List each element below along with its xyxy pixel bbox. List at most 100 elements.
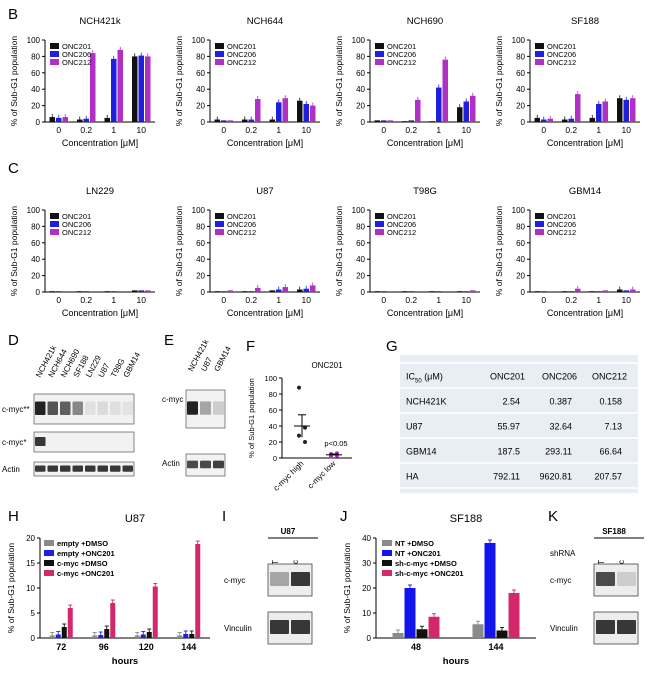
bar-onc212 — [602, 101, 608, 122]
data-point — [303, 425, 307, 430]
y-tick-label: 100 — [512, 36, 526, 45]
y-tick-label: 60 — [196, 239, 205, 248]
bar-onc201 — [49, 291, 55, 292]
blot-band — [596, 572, 615, 586]
y-tick-label: 0 — [273, 454, 277, 463]
y-axis-label: % of Sub-G1 population — [334, 206, 344, 297]
significance-annotation: p<0.05 — [324, 439, 347, 448]
panel-letter-e: E — [164, 332, 175, 349]
blot-band — [187, 460, 198, 469]
bar-series-3 — [104, 629, 110, 638]
legend-label: ONC206 — [62, 220, 91, 229]
y-tick-label: 40 — [269, 422, 277, 431]
blot-band — [213, 460, 224, 469]
x-axis-label: Concentration [μM] — [387, 308, 463, 318]
legend-swatch — [375, 221, 384, 227]
legend-label: c-myc +DMSO — [57, 559, 108, 568]
bar-onc206 — [221, 120, 227, 122]
bar-onc206 — [248, 119, 254, 122]
y-tick-label: 0 — [521, 288, 526, 297]
table-row-label: NCH421K — [406, 396, 447, 406]
ic50-table: IC50 (μM) ONC201 ONC206 ONC212 NCH421K 2.54 0.… — [400, 355, 638, 493]
y-tick-label: 40 — [31, 255, 40, 264]
legend-swatch — [50, 43, 59, 49]
y-tick-label: 15 — [26, 559, 35, 568]
bar-onc212 — [227, 120, 233, 122]
blot-band — [200, 401, 211, 415]
panel-letter-k: K — [548, 508, 559, 525]
legend-swatch — [375, 213, 384, 219]
legend-label: ONC212 — [547, 58, 576, 67]
y-axis-label: % of Sub-G1 population — [174, 206, 184, 297]
blot-row-label: c-myc — [224, 576, 245, 585]
bar-onc206 — [596, 291, 602, 292]
blot-band — [187, 401, 198, 415]
bar-onc212 — [602, 290, 608, 292]
western-blot-d: NCH421kNCH644NCH690SF188LN229U87T98GGBM1… — [2, 343, 143, 477]
table-cell: 187.5 — [497, 446, 520, 456]
bar-onc201 — [297, 100, 303, 122]
bar-onc212 — [442, 59, 448, 122]
y-tick-label: 60 — [196, 69, 205, 78]
blot-title: U87 — [281, 527, 296, 536]
y-axis-label: % of Sub-G1 population — [174, 36, 184, 127]
bar-onc201 — [269, 290, 275, 292]
bar-onc206 — [248, 291, 254, 292]
bar-onc201 — [457, 107, 463, 122]
blot-band — [213, 401, 224, 415]
y-tick-label: 40 — [31, 85, 40, 94]
y-tick-label: 20 — [356, 102, 365, 111]
blot-row-label: Actin — [2, 465, 20, 474]
y-tick-label: 80 — [31, 222, 40, 231]
bar-chart-h-u87: U87 0 5 10 15 20 % of Sub-G1 population 72 96 120… — [6, 513, 210, 667]
legend-label: ONC212 — [387, 58, 416, 67]
y-axis-label: % of Sub-G1 population — [494, 36, 504, 127]
bar-onc206 — [381, 291, 387, 292]
blot-band — [122, 465, 133, 472]
bar-onc206 — [408, 120, 414, 122]
bar-onc201 — [457, 291, 463, 292]
bar-onc212 — [145, 56, 151, 122]
x-tick-label: 0 — [381, 125, 386, 135]
legend-label: ONC206 — [547, 220, 576, 229]
x-tick-label: 10 — [622, 295, 632, 305]
bar-onc206 — [541, 119, 547, 122]
table-cell: 2.54 — [502, 396, 520, 406]
table-cell: 7.13 — [604, 421, 622, 431]
y-tick-label: 40 — [196, 85, 205, 94]
legend-swatch — [535, 51, 544, 57]
table-header-cell: ONC201 — [490, 371, 525, 381]
table-cell: 32.64 — [549, 421, 572, 431]
bar-onc206 — [276, 102, 282, 122]
y-axis-label: % of Sub-G1 population — [494, 206, 504, 297]
legend-swatch — [215, 221, 224, 227]
chart-title: LN229 — [86, 186, 114, 197]
legend-swatch — [375, 59, 384, 65]
x-tick-label: 0.2 — [245, 125, 257, 135]
x-tick-label: 0 — [221, 295, 226, 305]
legend-label: ONC212 — [547, 228, 576, 237]
x-tick-label: 10 — [137, 125, 147, 135]
bar-onc201 — [402, 291, 408, 292]
x-tick-label: 1 — [596, 295, 601, 305]
table-header-cell: ONC206 — [542, 371, 577, 381]
blot-band — [97, 401, 108, 415]
bar-onc206 — [568, 118, 574, 122]
chart-title: NCH644 — [247, 16, 283, 27]
bar-onc201 — [562, 119, 568, 122]
x-tick-label: 0 — [56, 125, 61, 135]
y-tick-label: 60 — [356, 239, 365, 248]
bar-onc212 — [90, 291, 96, 292]
bar-series-4 — [152, 586, 158, 638]
table-cell: 792.11 — [493, 471, 520, 481]
bar-onc206 — [436, 291, 442, 292]
blot-band — [270, 572, 289, 586]
blot-band — [60, 401, 71, 415]
bar-onc201 — [429, 121, 435, 122]
bar-series-1 — [134, 635, 140, 638]
chart-t98g: T98G 0 20 40 60 80 100 % of Sub-G1 population 0 0… — [334, 186, 480, 318]
y-tick-label: 20 — [26, 534, 35, 543]
blot-row-label: Vinculin — [550, 624, 578, 633]
x-tick-label: 0 — [56, 295, 61, 305]
